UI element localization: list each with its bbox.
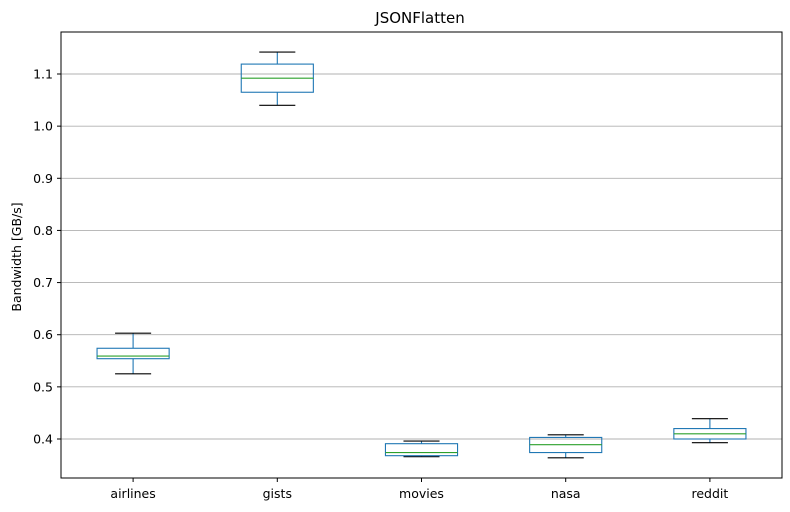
x-axis-ticks: airlines gists movies nasa reddit — [110, 478, 728, 501]
y-tick-label: 0.7 — [33, 275, 53, 290]
y-tick-label: 0.9 — [33, 171, 53, 186]
plot-frame — [60, 31, 783, 479]
box-gists — [240, 51, 314, 106]
box-movies — [384, 440, 459, 458]
y-tick-label: 0.5 — [33, 379, 53, 394]
y-tick-label: 1.0 — [33, 119, 53, 134]
x-tick-label: gists — [263, 486, 292, 501]
y-tick-label: 0.4 — [33, 432, 53, 447]
x-tick-label: movies — [399, 486, 444, 501]
x-tick-label: airlines — [110, 486, 155, 501]
box-airlines — [96, 332, 170, 375]
y-axis-label: Bandwidth [GB/s] — [9, 202, 24, 311]
iqr-box — [384, 443, 459, 457]
x-tick-label: nasa — [551, 486, 581, 501]
boxes-group — [96, 51, 747, 459]
chart-title: JSONFlatten — [374, 9, 464, 27]
iqr-box — [96, 347, 170, 360]
y-tick-label: 1.1 — [33, 67, 53, 82]
grid-lines — [61, 73, 782, 440]
x-tick-label: reddit — [691, 486, 728, 501]
box-nasa — [529, 434, 603, 459]
y-tick-label: 0.6 — [33, 327, 53, 342]
box-reddit — [673, 418, 747, 444]
y-tick-label: 0.8 — [33, 223, 53, 238]
y-axis-ticks: 0.4 0.5 0.6 0.7 0.8 0.9 1.0 1.1 — [33, 67, 61, 447]
